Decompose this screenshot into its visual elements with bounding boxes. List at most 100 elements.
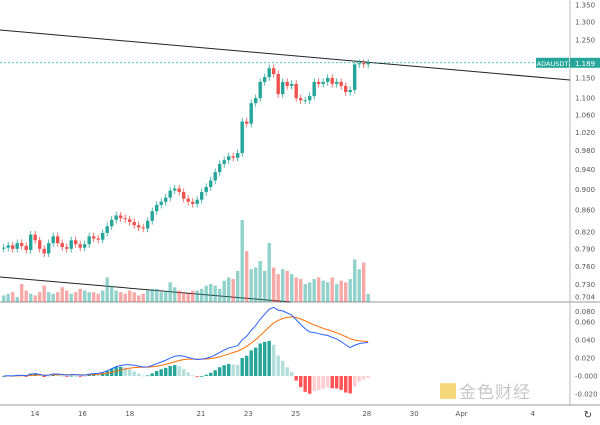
candle[interactable] xyxy=(96,234,100,244)
candle[interactable] xyxy=(330,74,334,88)
candle[interactable] xyxy=(200,188,204,204)
candle[interactable] xyxy=(267,64,271,81)
candle[interactable] xyxy=(47,239,51,258)
candle[interactable] xyxy=(78,240,82,252)
candle-body xyxy=(312,81,316,97)
candle[interactable] xyxy=(11,241,15,253)
candle[interactable] xyxy=(236,149,240,162)
candle[interactable] xyxy=(33,231,37,244)
candle[interactable] xyxy=(326,74,330,86)
candle[interactable] xyxy=(303,96,307,104)
candle[interactable] xyxy=(69,236,73,253)
candle[interactable] xyxy=(312,78,316,100)
candle[interactable] xyxy=(182,188,186,203)
candle[interactable] xyxy=(24,242,28,254)
candle[interactable] xyxy=(186,195,190,206)
macd-histogram-bar xyxy=(344,376,348,393)
candle[interactable] xyxy=(65,243,69,253)
candle[interactable] xyxy=(164,194,168,206)
candle[interactable] xyxy=(155,201,159,215)
candle[interactable] xyxy=(110,216,114,230)
volume-bar xyxy=(195,290,199,302)
candle[interactable] xyxy=(15,239,19,253)
candle[interactable] xyxy=(222,156,226,168)
candle[interactable] xyxy=(317,78,321,88)
candle[interactable] xyxy=(213,168,217,185)
candle[interactable] xyxy=(245,117,249,128)
reset-icon[interactable]: ↻ xyxy=(584,410,592,421)
candle[interactable] xyxy=(281,78,285,98)
candle[interactable] xyxy=(191,198,195,208)
candle[interactable] xyxy=(227,152,231,164)
volume-bar xyxy=(240,220,244,302)
candle[interactable] xyxy=(83,240,87,252)
candle[interactable] xyxy=(87,232,91,248)
candle[interactable] xyxy=(60,239,64,251)
candle[interactable] xyxy=(294,80,298,102)
candle-body xyxy=(137,225,141,228)
candle[interactable] xyxy=(290,80,294,90)
candle[interactable] xyxy=(276,70,280,98)
candle[interactable] xyxy=(353,60,357,94)
candle[interactable] xyxy=(231,152,235,162)
volume-bar xyxy=(308,282,312,302)
candle[interactable] xyxy=(141,223,145,233)
candle[interactable] xyxy=(218,160,222,176)
candle[interactable] xyxy=(285,78,289,90)
candle[interactable] xyxy=(42,245,46,258)
candle[interactable] xyxy=(335,78,339,88)
candle[interactable] xyxy=(146,217,150,233)
candle[interactable] xyxy=(258,78,262,102)
candle[interactable] xyxy=(339,78,343,90)
candle[interactable] xyxy=(2,244,6,253)
candle[interactable] xyxy=(195,196,199,208)
candle[interactable] xyxy=(119,211,123,222)
volume-bar xyxy=(92,292,96,302)
macd-histogram-bar xyxy=(290,372,294,376)
macd-histogram-bar xyxy=(299,376,303,388)
candle[interactable] xyxy=(299,94,303,104)
candle[interactable] xyxy=(249,99,253,128)
candle[interactable] xyxy=(168,186,172,202)
candle[interactable] xyxy=(132,218,136,229)
candle[interactable] xyxy=(128,215,132,226)
candle[interactable] xyxy=(173,184,177,195)
candle[interactable] xyxy=(114,211,118,224)
candle[interactable] xyxy=(29,231,33,254)
candle[interactable] xyxy=(159,198,163,209)
trendline-upper[interactable] xyxy=(0,29,571,81)
candle[interactable] xyxy=(56,232,60,247)
candle[interactable] xyxy=(263,73,267,86)
candle[interactable] xyxy=(362,59,366,68)
candle[interactable] xyxy=(38,236,42,253)
candle[interactable] xyxy=(150,207,154,225)
candle[interactable] xyxy=(204,183,208,196)
candle[interactable] xyxy=(105,222,109,237)
candle[interactable] xyxy=(123,214,127,223)
candle[interactable] xyxy=(137,221,141,232)
candle-body xyxy=(128,219,132,222)
candle[interactable] xyxy=(272,64,276,78)
candle[interactable] xyxy=(308,92,312,104)
candle[interactable] xyxy=(177,184,181,196)
candle[interactable] xyxy=(51,232,55,247)
candle[interactable] xyxy=(357,59,361,68)
candle[interactable] xyxy=(344,82,348,96)
candle[interactable] xyxy=(240,117,244,157)
candle[interactable] xyxy=(6,241,10,252)
candle-body xyxy=(87,236,91,245)
candle[interactable] xyxy=(101,229,105,244)
macd-histogram-bar xyxy=(326,376,330,388)
candle[interactable] xyxy=(20,239,24,250)
candle[interactable] xyxy=(92,232,96,243)
price-tick-label: 1.300 xyxy=(575,19,595,27)
macd-histogram-bar xyxy=(312,376,316,391)
candle[interactable] xyxy=(321,78,325,88)
candle[interactable] xyxy=(254,94,258,107)
candle[interactable] xyxy=(348,86,352,96)
candle[interactable] xyxy=(74,236,78,248)
candle[interactable] xyxy=(366,59,370,68)
candle-body xyxy=(195,199,199,204)
candle[interactable] xyxy=(209,176,213,191)
